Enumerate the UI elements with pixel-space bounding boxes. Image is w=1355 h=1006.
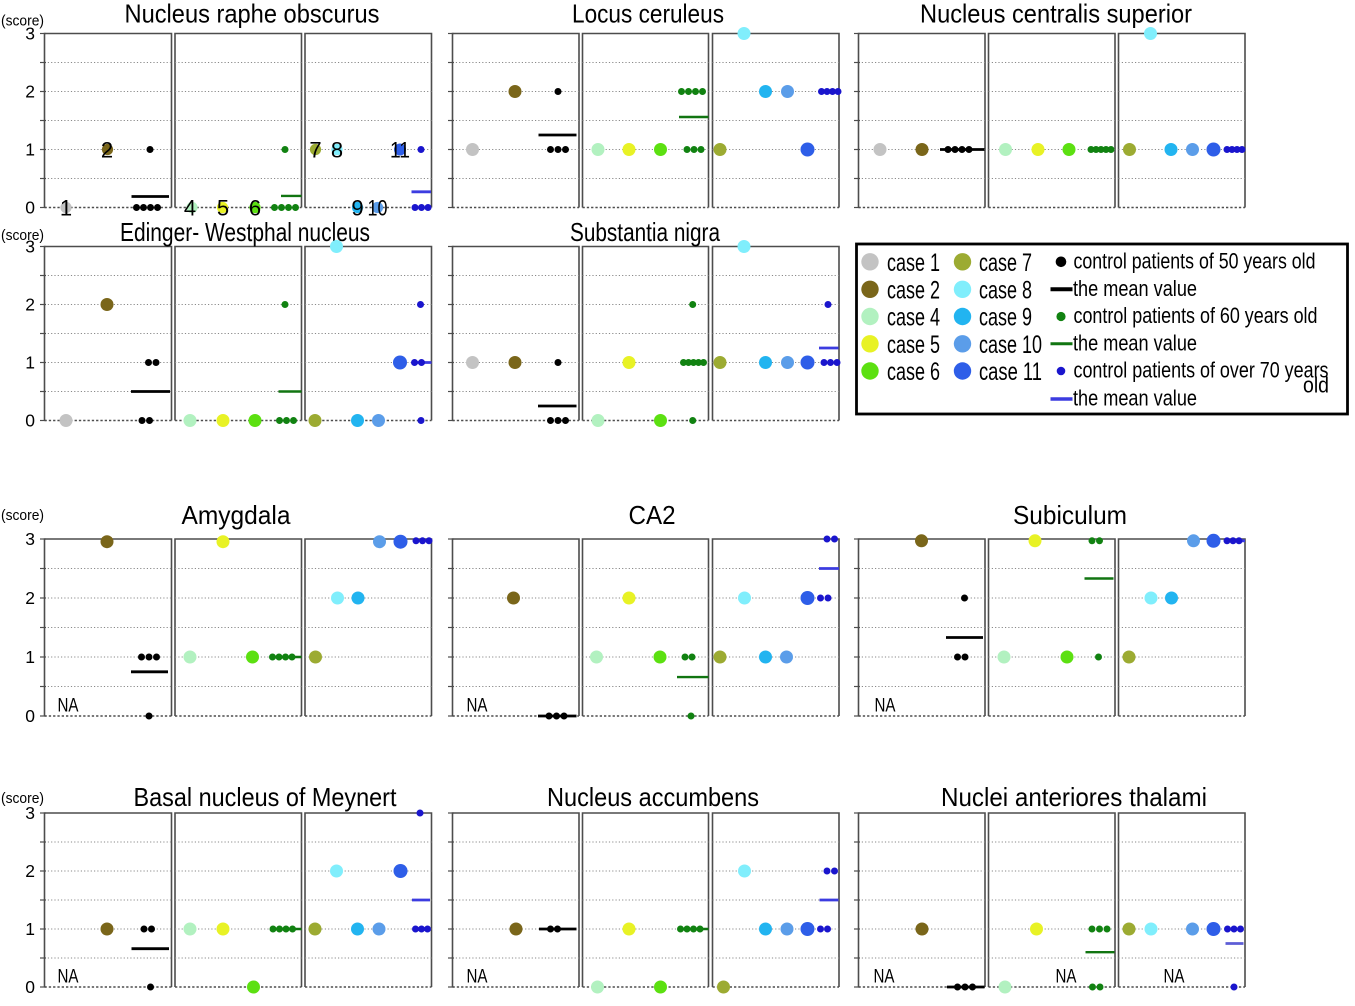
svg-text:NA: NA <box>1164 967 1185 988</box>
svg-text:8: 8 <box>331 138 343 163</box>
svg-text:0: 0 <box>25 706 35 726</box>
svg-text:Basal nucleus of Meynert: Basal nucleus of Meynert <box>134 782 398 812</box>
svg-text:case 4: case 4 <box>887 304 940 332</box>
svg-text:case 2: case 2 <box>887 276 940 304</box>
svg-text:NA: NA <box>874 967 895 988</box>
svg-text:1: 1 <box>60 196 72 221</box>
svg-text:10: 10 <box>368 196 388 221</box>
svg-text:Locus ceruleus: Locus ceruleus <box>572 0 724 29</box>
svg-text:4: 4 <box>184 196 196 221</box>
svg-text:control patients of 60 years o: control patients of 60 years old <box>1074 303 1318 328</box>
svg-text:Edinger- Westphal nucleus: Edinger- Westphal nucleus <box>120 217 370 247</box>
svg-text:7: 7 <box>309 138 321 163</box>
svg-text:3: 3 <box>25 529 35 549</box>
svg-text:NA: NA <box>875 696 896 717</box>
svg-text:NA: NA <box>58 696 79 717</box>
svg-text:0: 0 <box>25 198 35 218</box>
svg-text:0: 0 <box>25 411 35 431</box>
svg-text:3: 3 <box>25 803 35 823</box>
svg-text:NA: NA <box>58 967 79 988</box>
svg-text:(score): (score) <box>1 227 44 244</box>
svg-text:Nuclei anteriores thalami: Nuclei anteriores thalami <box>941 782 1207 812</box>
svg-text:0: 0 <box>25 977 35 997</box>
svg-text:1: 1 <box>25 353 35 373</box>
svg-text:the mean value: the mean value <box>1073 330 1197 355</box>
svg-text:Nucleus centralis superior: Nucleus centralis superior <box>920 0 1192 29</box>
svg-text:case 5: case 5 <box>887 331 940 359</box>
svg-text:(score): (score) <box>1 507 44 524</box>
svg-text:case 10: case 10 <box>979 331 1042 359</box>
svg-text:case 8: case 8 <box>979 276 1032 304</box>
svg-text:6: 6 <box>249 196 261 221</box>
svg-text:(score): (score) <box>1 13 44 30</box>
svg-text:2: 2 <box>25 588 35 608</box>
svg-text:Amygdala: Amygdala <box>182 500 292 530</box>
svg-text:9: 9 <box>351 196 363 221</box>
svg-text:Nucleus raphe obscurus: Nucleus raphe obscurus <box>125 0 380 29</box>
svg-text:3: 3 <box>25 237 35 257</box>
svg-text:control patients of over 70 ye: control patients of over 70 years <box>1074 358 1329 383</box>
svg-text:Subiculum: Subiculum <box>1013 500 1127 530</box>
svg-text:Substantia nigra: Substantia nigra <box>570 217 720 247</box>
svg-text:11: 11 <box>390 138 410 163</box>
svg-text:2: 2 <box>101 138 113 163</box>
svg-text:3: 3 <box>25 24 35 44</box>
svg-text:2: 2 <box>25 295 35 315</box>
svg-text:1: 1 <box>25 647 35 667</box>
svg-text:case 6: case 6 <box>887 358 940 386</box>
svg-text:NA: NA <box>467 696 488 717</box>
svg-text:5: 5 <box>217 196 229 221</box>
svg-text:1: 1 <box>25 140 35 160</box>
svg-text:old: old <box>1303 373 1329 398</box>
svg-text:NA: NA <box>467 967 488 988</box>
svg-text:2: 2 <box>25 82 35 102</box>
svg-text:1: 1 <box>25 919 35 939</box>
svg-text:case 9: case 9 <box>979 304 1032 332</box>
svg-text:case 11: case 11 <box>979 358 1042 386</box>
svg-text:the mean value: the mean value <box>1073 386 1197 411</box>
svg-text:case 1: case 1 <box>887 249 940 277</box>
svg-text:CA2: CA2 <box>629 500 676 530</box>
svg-text:Nucleus accumbens: Nucleus accumbens <box>547 782 759 812</box>
svg-text:NA: NA <box>1056 967 1077 988</box>
svg-text:(score): (score) <box>1 790 44 807</box>
svg-text:case 7: case 7 <box>979 249 1032 277</box>
svg-text:the mean value: the mean value <box>1073 276 1197 301</box>
svg-text:2: 2 <box>25 861 35 881</box>
svg-text:control patients of 50 years o: control patients of 50 years old <box>1074 248 1316 273</box>
